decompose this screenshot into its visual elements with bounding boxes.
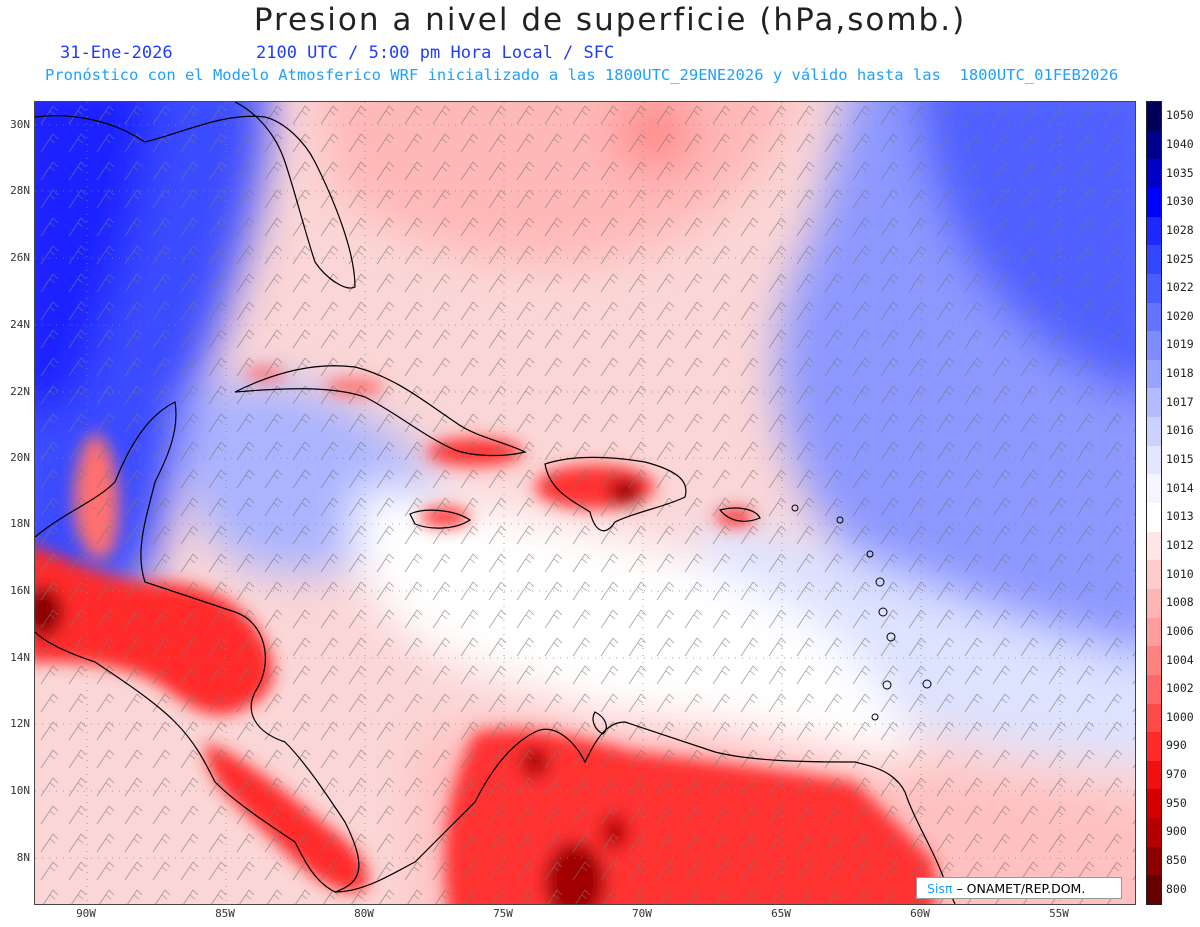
map-title: Presion a nivel de superficie (hPa,somb.…	[253, 2, 967, 38]
colorbar-swatch-1050	[1147, 102, 1161, 132]
colorbar-label-1019: 1019	[1166, 337, 1194, 352]
colorbar-swatch-1014	[1147, 474, 1161, 504]
colorbar-swatch-1006	[1147, 617, 1161, 647]
colorbar-label-1014: 1014	[1166, 480, 1194, 495]
colorbar-label-1018: 1018	[1166, 366, 1194, 381]
colorbar-swatch-1015	[1147, 445, 1161, 475]
colorbar-label-1028: 1028	[1166, 222, 1194, 237]
colorbar-swatch-1040	[1147, 130, 1161, 160]
colorbar-label-1035: 1035	[1166, 165, 1194, 180]
colorbar-label-1002: 1002	[1166, 681, 1194, 696]
colorbar-swatch-800	[1147, 875, 1161, 905]
lon-label-60w: 60W	[910, 907, 930, 920]
colorbar-label-950: 950	[1166, 795, 1187, 810]
colorbar-swatch-970	[1147, 760, 1161, 790]
colorbar-swatch-900	[1147, 818, 1161, 848]
lat-label-8n: 8N	[16, 851, 30, 864]
lon-label-75w: 75W	[493, 907, 513, 920]
lat-label-10n: 10N	[10, 784, 30, 797]
colorbar-label-970: 970	[1166, 767, 1187, 782]
colorbar-label-1022: 1022	[1166, 280, 1194, 295]
colorbar-swatch-1012	[1147, 531, 1161, 561]
colorbar-swatch-1035	[1147, 159, 1161, 189]
colorbar-swatch-1013	[1147, 503, 1161, 533]
colorbar-label-1000: 1000	[1166, 709, 1194, 724]
credit-box: Sisπ – ONAMET/REP.DOM.	[916, 877, 1122, 899]
colorbar-swatch-1022	[1147, 273, 1161, 303]
colorbar-label-1017: 1017	[1166, 394, 1194, 409]
colorbar-swatch-1020	[1147, 302, 1161, 332]
colorbar-swatch-1016	[1147, 417, 1161, 447]
pressure-map	[34, 101, 1136, 905]
colorbar-label-1030: 1030	[1166, 194, 1194, 209]
date-label: 31-Ene-2026	[60, 43, 173, 63]
lon-label-65w: 65W	[771, 907, 791, 920]
lat-label-20n: 20N	[10, 451, 30, 464]
time-label: 2100 UTC / 5:00 pm Hora Local / SFC	[256, 43, 615, 63]
colorbar-swatch-1018	[1147, 359, 1161, 389]
lon-label-85w: 85W	[215, 907, 235, 920]
lat-label-30n: 30N	[10, 118, 30, 131]
colorbar-swatch-1028	[1147, 216, 1161, 246]
colorbar-swatch-1000	[1147, 703, 1161, 733]
colorbar-label-1008: 1008	[1166, 595, 1194, 610]
lat-label-22n: 22N	[10, 385, 30, 398]
colorbar-swatch-1008	[1147, 588, 1161, 619]
lat-label-16n: 16N	[10, 584, 30, 597]
colorbar-label-990: 990	[1166, 738, 1187, 753]
lat-label-24n: 24N	[10, 318, 30, 331]
colorbar-label-1006: 1006	[1166, 623, 1194, 638]
lon-label-55w: 55W	[1049, 907, 1069, 920]
forecast-label: Pronóstico con el Modelo Atmosferico WRF…	[45, 66, 1119, 84]
colorbar-label-1050: 1050	[1166, 108, 1194, 123]
colorbar-swatch-850	[1147, 846, 1161, 876]
colorbar-swatch-1004	[1147, 646, 1161, 676]
pressure-field	[35, 102, 1135, 904]
colorbar-swatch-1019	[1147, 331, 1161, 361]
colorbar-swatch-1002	[1147, 674, 1161, 704]
lon-label-70w: 70W	[632, 907, 652, 920]
colorbar-label-1013: 1013	[1166, 509, 1194, 524]
pressure-colorbar	[1146, 101, 1162, 905]
colorbar-label-800: 800	[1166, 881, 1187, 896]
colorbar-label-1016: 1016	[1166, 423, 1194, 438]
colorbar-swatch-950	[1147, 789, 1161, 819]
colorbar-swatch-1025	[1147, 245, 1161, 275]
colorbar-label-1025: 1025	[1166, 251, 1194, 266]
colorbar-label-1040: 1040	[1166, 136, 1194, 151]
lat-label-26n: 26N	[10, 251, 30, 264]
colorbar-label-1020: 1020	[1166, 308, 1194, 323]
colorbar-swatch-1030	[1147, 187, 1161, 218]
colorbar-label-1012: 1012	[1166, 537, 1194, 552]
colorbar-swatch-990	[1147, 732, 1161, 762]
lon-label-80w: 80W	[354, 907, 374, 920]
colorbar-label-1010: 1010	[1166, 566, 1194, 581]
colorbar-label-850: 850	[1166, 853, 1187, 868]
colorbar-label-900: 900	[1166, 824, 1187, 839]
lat-label-18n: 18N	[10, 517, 30, 530]
colorbar-label-1015: 1015	[1166, 452, 1194, 467]
colorbar-label-1004: 1004	[1166, 652, 1194, 667]
lat-label-28n: 28N	[10, 184, 30, 197]
lat-label-14n: 14N	[10, 651, 30, 664]
lat-label-12n: 12N	[10, 717, 30, 730]
credit-org: – ONAMET/REP.DOM.	[956, 881, 1086, 896]
sispi-logo: Sisπ	[927, 881, 953, 896]
colorbar-swatch-1017	[1147, 388, 1161, 418]
colorbar-swatch-1010	[1147, 560, 1161, 590]
lon-label-90w: 90W	[76, 907, 96, 920]
